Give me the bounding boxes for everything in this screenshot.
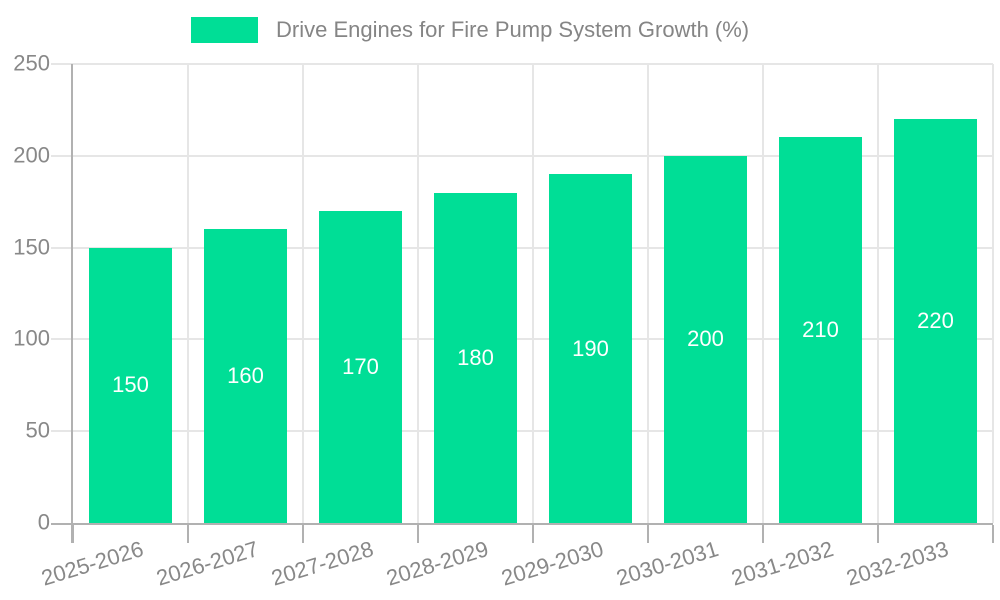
bar-2028-2029[interactable]: 180 [434, 192, 517, 523]
v-gridline [532, 64, 534, 523]
y-axis-label: 0 [37, 509, 50, 535]
bar-value-label: 190 [572, 335, 609, 361]
bar-value-label: 160 [227, 363, 264, 389]
h-gridline [51, 246, 993, 249]
x-axis-tick [647, 525, 649, 543]
bar-2029-2030[interactable]: 190 [549, 174, 632, 523]
v-gridline [302, 64, 304, 523]
y-axis-line [71, 64, 73, 543]
y-axis-label: 200 [13, 142, 50, 168]
bar-value-label: 220 [917, 308, 954, 334]
x-axis-tick [72, 525, 74, 543]
x-axis-tick [187, 525, 189, 543]
v-gridline [187, 64, 189, 523]
x-axis-tick [877, 525, 879, 543]
bar-2025-2026[interactable]: 150 [89, 247, 172, 523]
h-gridline [51, 430, 993, 433]
bar-value-label: 210 [802, 317, 839, 343]
h-gridline [51, 63, 993, 65]
legend-swatch [191, 17, 258, 43]
bar-2026-2027[interactable]: 160 [204, 229, 287, 523]
bar-2031-2032[interactable]: 210 [779, 137, 862, 523]
h-gridline [51, 154, 993, 157]
bar-value-label: 180 [457, 344, 494, 370]
x-axis-line [51, 523, 993, 525]
y-axis-label: 250 [13, 50, 50, 76]
x-axis-tick [762, 525, 764, 543]
v-gridline [877, 64, 879, 523]
x-axis-tick [302, 525, 304, 543]
x-axis-tick [992, 525, 994, 543]
legend-item[interactable]: Drive Engines for Fire Pump System Growt… [191, 17, 749, 43]
plot-area: 0 50 100 150 200 250 150 160 170 180 190 200 210 220 2… [13, 50, 994, 591]
h-gridline [51, 338, 993, 341]
v-gridline [417, 64, 419, 523]
v-gridline [647, 64, 649, 523]
y-axis-label: 150 [13, 234, 50, 260]
bar-2030-2031[interactable]: 200 [664, 155, 747, 523]
v-gridline [992, 64, 994, 523]
x-axis-tick [532, 525, 534, 543]
bar-2032-2033[interactable]: 220 [894, 119, 977, 523]
legend-label: Drive Engines for Fire Pump System Growt… [276, 17, 750, 42]
y-axis-label: 50 [25, 417, 50, 443]
bar-value-label: 200 [687, 326, 724, 352]
v-gridline [762, 64, 764, 523]
bar-value-label: 150 [112, 372, 149, 398]
bar-value-label: 170 [342, 353, 379, 379]
x-axis-tick [417, 525, 419, 543]
y-axis-label: 100 [13, 325, 50, 351]
bar-2027-2028[interactable]: 170 [319, 210, 402, 523]
